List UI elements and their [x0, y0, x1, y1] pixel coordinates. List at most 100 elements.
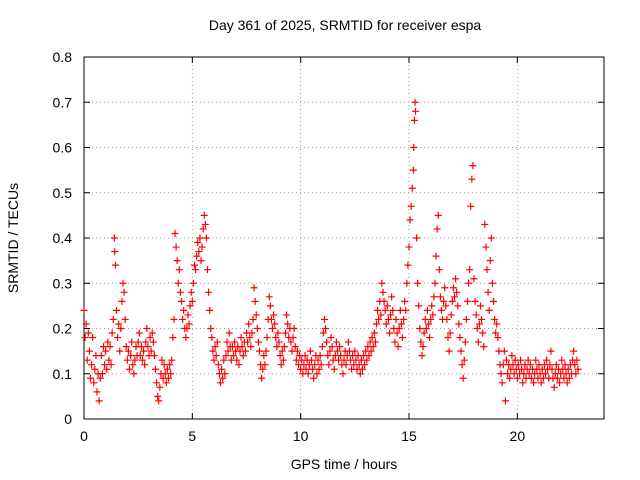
data-point: [426, 334, 434, 342]
data-point: [101, 361, 109, 369]
data-point: [146, 334, 154, 342]
data-point: [419, 343, 427, 351]
data-point: [197, 257, 205, 265]
data-point: [267, 315, 275, 323]
data-point: [491, 315, 499, 323]
data-point: [308, 356, 315, 364]
data-point: [467, 202, 475, 210]
data-point: [194, 239, 202, 247]
data-point: [174, 279, 182, 287]
x-tick-label: 15: [401, 428, 417, 444]
data-point: [111, 248, 119, 256]
data-point: [375, 315, 383, 323]
data-point: [441, 284, 449, 292]
data-point: [272, 334, 280, 342]
data-point: [217, 379, 224, 387]
data-point: [304, 370, 312, 378]
data-point: [108, 329, 116, 337]
data-point: [405, 243, 413, 251]
data-point: [166, 361, 174, 369]
data-point: [213, 338, 221, 346]
data-point: [289, 334, 297, 342]
data-point: [113, 306, 120, 314]
data-point: [207, 325, 215, 332]
data-point: [119, 279, 127, 287]
data-point: [465, 279, 473, 287]
data-point: [330, 365, 338, 373]
data-point: [381, 306, 389, 314]
data-point: [363, 356, 371, 364]
data-point: [474, 338, 482, 346]
data-point: [184, 311, 192, 319]
data-point: [263, 334, 271, 342]
data-point: [546, 361, 554, 369]
data-point: [85, 347, 93, 355]
data-point: [487, 234, 495, 242]
data-point: [191, 261, 198, 269]
data-point: [444, 334, 452, 342]
data-point: [573, 356, 581, 364]
data-point: [238, 343, 246, 351]
data-point: [148, 329, 156, 337]
data-point: [103, 365, 111, 373]
data-point: [431, 279, 439, 287]
data-point: [344, 338, 352, 346]
data-point: [322, 325, 330, 332]
data-point: [321, 315, 328, 323]
data-point: [167, 370, 175, 378]
data-point: [435, 266, 443, 274]
data-point: [497, 370, 505, 378]
data-point: [208, 334, 216, 342]
data-point: [342, 361, 350, 369]
data-point: [245, 320, 253, 328]
data-point: [275, 338, 283, 346]
data-point: [325, 361, 333, 369]
data-point: [447, 311, 455, 319]
y-axis-label: SRMTID / TECUs: [5, 182, 21, 294]
data-point: [506, 374, 514, 382]
data-point: [498, 379, 506, 387]
x-tick-label: 0: [80, 428, 88, 444]
data-point: [214, 361, 222, 369]
data-point: [239, 352, 247, 360]
data-point: [369, 343, 377, 351]
data-point: [134, 338, 142, 346]
data-point: [378, 279, 386, 287]
data-point: [139, 356, 146, 364]
y-tick-label: 0.8: [53, 49, 73, 65]
data-point: [237, 334, 245, 342]
data-point: [248, 329, 256, 337]
data-point: [481, 220, 489, 228]
data-point: [200, 211, 208, 219]
data-point: [313, 370, 321, 378]
data-point: [430, 293, 438, 301]
data-point: [110, 234, 118, 242]
data-point: [449, 284, 457, 292]
data-point: [188, 297, 196, 305]
data-point: [571, 361, 579, 369]
data-point: [451, 293, 458, 301]
data-point: [89, 334, 97, 342]
data-point: [209, 347, 217, 355]
y-tick-label: 0.4: [53, 230, 73, 246]
data-point: [391, 338, 399, 346]
data-point: [367, 347, 375, 355]
y-tick-label: 0.1: [53, 366, 73, 382]
data-point: [84, 329, 92, 337]
data-point: [493, 320, 501, 328]
data-point: [256, 347, 263, 355]
data-point: [212, 352, 220, 360]
data-point: [147, 347, 155, 355]
data-point: [129, 361, 137, 369]
data-point: [279, 356, 287, 364]
data-point: [414, 279, 422, 287]
data-point: [462, 315, 470, 323]
data-point: [386, 329, 393, 337]
data-point: [494, 334, 502, 342]
data-point: [163, 365, 171, 373]
data-point: [153, 379, 161, 387]
y-tick-label: 0.6: [53, 140, 73, 156]
data-point: [254, 338, 262, 346]
y-tick-label: 0: [64, 411, 72, 427]
data-point: [266, 302, 274, 310]
